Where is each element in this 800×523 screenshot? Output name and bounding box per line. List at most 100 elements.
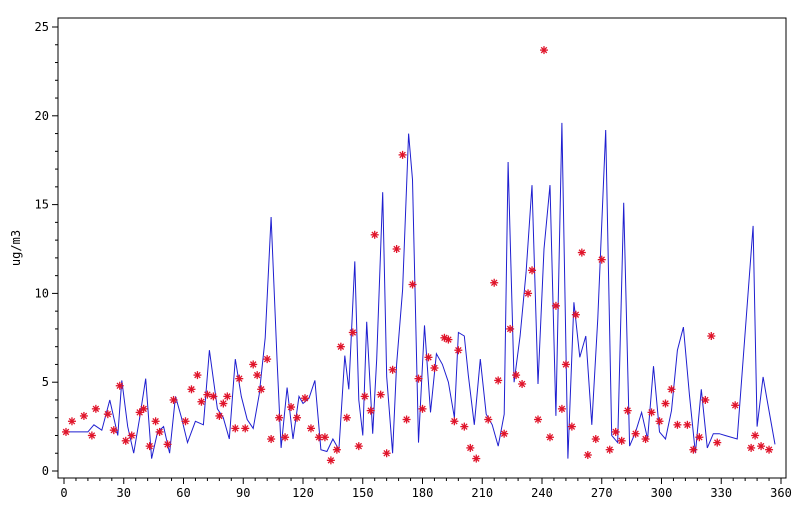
scatter-point — [249, 360, 258, 369]
scatter-point — [263, 355, 272, 364]
scatter-point — [472, 454, 481, 463]
x-tick-label: 90 — [236, 486, 250, 500]
scatter-point — [539, 46, 548, 55]
scatter-point — [673, 420, 682, 429]
scatter-point — [219, 399, 228, 408]
scatter-point — [450, 417, 459, 426]
y-tick-label: 10 — [35, 286, 49, 300]
scatter-point — [366, 406, 375, 415]
scatter-point — [506, 324, 515, 333]
scatter-point — [512, 371, 521, 380]
scatter-point — [231, 424, 240, 433]
scatter-point — [382, 449, 391, 458]
scatter-point — [267, 435, 276, 444]
scatter-point — [534, 415, 543, 424]
scatter-point — [181, 417, 190, 426]
x-tick-label: 330 — [710, 486, 732, 500]
scatter-point — [689, 445, 698, 454]
scatter-point — [641, 435, 650, 444]
scatter-point — [342, 413, 351, 422]
scatter-point — [121, 436, 130, 445]
scatter-point — [145, 442, 154, 451]
scatter-point — [597, 255, 606, 264]
tick-labels: 0 5 10 15 20 25 0 30 60 90 120 150 180 210 240 270 300 33… — [35, 20, 792, 500]
y-tick-label: 15 — [35, 198, 49, 212]
y-tick-label: 20 — [35, 109, 49, 123]
scatter-point — [701, 395, 710, 404]
scatter-point — [388, 365, 397, 374]
scatter-point — [414, 374, 423, 383]
scatter-point — [354, 442, 363, 451]
scatter-point — [215, 411, 224, 420]
scatter-point — [398, 150, 407, 159]
scatter-point — [661, 399, 670, 408]
scatter-point — [518, 379, 527, 388]
scatter-point — [376, 390, 385, 399]
x-tick-label: 60 — [176, 486, 190, 500]
scatter-point — [293, 413, 302, 422]
x-tick-label: 240 — [531, 486, 553, 500]
scatter-point — [695, 433, 704, 442]
x-tick-label: 0 — [60, 486, 67, 500]
scatter-point — [751, 431, 760, 440]
scatter-point — [326, 456, 335, 465]
scatter-point — [747, 443, 756, 452]
x-tick-label: 150 — [352, 486, 374, 500]
x-tick-label: 270 — [591, 486, 613, 500]
scatter-point — [557, 404, 566, 413]
scatter-point — [460, 422, 469, 431]
scatter-point — [193, 371, 202, 380]
scatter-point — [591, 435, 600, 444]
scatter-point — [155, 427, 164, 436]
scatter-point — [402, 415, 411, 424]
scatter-point — [281, 433, 290, 442]
scatter-point — [605, 445, 614, 454]
scatter-point — [151, 417, 160, 426]
scatter-point — [109, 426, 118, 435]
scatter-point — [203, 390, 212, 399]
scatter-point — [275, 413, 284, 422]
scatter-point — [320, 433, 329, 442]
series-line — [66, 122, 776, 459]
scatter-point — [500, 429, 509, 438]
scatter-point — [370, 230, 379, 239]
scatter-point — [127, 431, 136, 440]
scatter-point — [187, 385, 196, 394]
axis-ticks — [52, 26, 782, 484]
scatter-point — [484, 415, 493, 424]
scatter-point — [235, 374, 244, 383]
scatter-point — [667, 385, 676, 394]
y-tick-label: 25 — [35, 20, 49, 34]
scatter-point — [583, 451, 592, 460]
scatter-point — [392, 245, 401, 253]
scatter-point — [287, 403, 296, 412]
scatter-point — [336, 342, 345, 351]
scatter-point — [61, 427, 70, 436]
scatter-point — [332, 445, 341, 454]
scatter-point — [223, 392, 232, 401]
scatter-point — [314, 433, 323, 442]
x-tick-label: 30 — [117, 486, 131, 500]
scatter-point — [300, 394, 309, 403]
scatter-point — [169, 395, 178, 404]
scatter-point — [360, 392, 369, 401]
scatter-point — [494, 376, 503, 385]
scatter-point — [91, 404, 100, 413]
scatter-point — [765, 445, 774, 454]
scatter-point — [551, 301, 560, 310]
scatter-point — [631, 429, 640, 438]
scatter-point — [577, 248, 586, 257]
scatter-point — [561, 360, 570, 369]
scatter-point — [545, 433, 554, 442]
scatter-point — [79, 411, 88, 420]
scatter-point — [103, 410, 112, 419]
x-tick-label: 360 — [770, 486, 792, 500]
scatter-point — [757, 442, 766, 451]
scatter-point — [707, 332, 716, 341]
scatter-point — [655, 417, 664, 426]
scatter-point — [713, 438, 722, 447]
x-tick-label: 180 — [412, 486, 434, 500]
scatter-point — [418, 404, 427, 413]
scatter-point — [241, 424, 250, 433]
